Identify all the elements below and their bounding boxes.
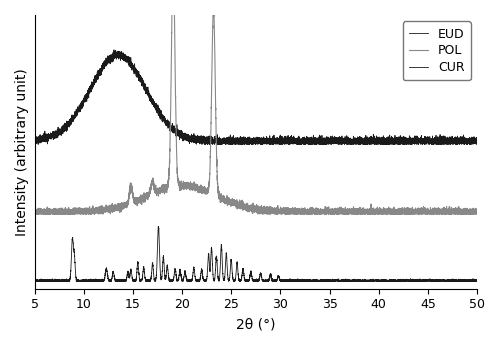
POL xyxy=(57,207,63,211)
POL xyxy=(466,211,472,216)
EUD xyxy=(309,139,315,144)
Line: EUD: EUD xyxy=(34,50,477,144)
CUR xyxy=(381,279,387,283)
EUD xyxy=(466,140,472,145)
POL xyxy=(150,176,156,180)
CUR xyxy=(466,278,472,282)
POL xyxy=(381,208,387,212)
CUR xyxy=(474,279,480,283)
POL xyxy=(32,208,38,212)
POL xyxy=(309,211,315,215)
CUR xyxy=(57,278,63,282)
EUD xyxy=(32,137,38,141)
EUD xyxy=(57,129,63,133)
POL xyxy=(302,209,308,213)
EUD xyxy=(111,48,117,52)
POL xyxy=(32,212,38,216)
CUR xyxy=(156,225,162,229)
CUR xyxy=(302,279,308,283)
EUD xyxy=(381,138,387,142)
POL xyxy=(474,208,480,212)
CUR xyxy=(32,279,38,283)
Legend: EUD, POL, CUR: EUD, POL, CUR xyxy=(403,21,471,80)
CUR xyxy=(150,264,156,268)
CUR xyxy=(309,279,315,283)
EUD xyxy=(35,142,41,146)
Y-axis label: Intensity (arbitrary unit): Intensity (arbitrary unit) xyxy=(15,68,29,236)
Line: CUR: CUR xyxy=(34,227,477,281)
EUD xyxy=(302,141,308,145)
Line: POL: POL xyxy=(34,0,477,214)
X-axis label: 2θ (°): 2θ (°) xyxy=(236,317,276,331)
CUR xyxy=(32,279,38,283)
EUD xyxy=(150,99,156,103)
EUD xyxy=(474,137,480,142)
